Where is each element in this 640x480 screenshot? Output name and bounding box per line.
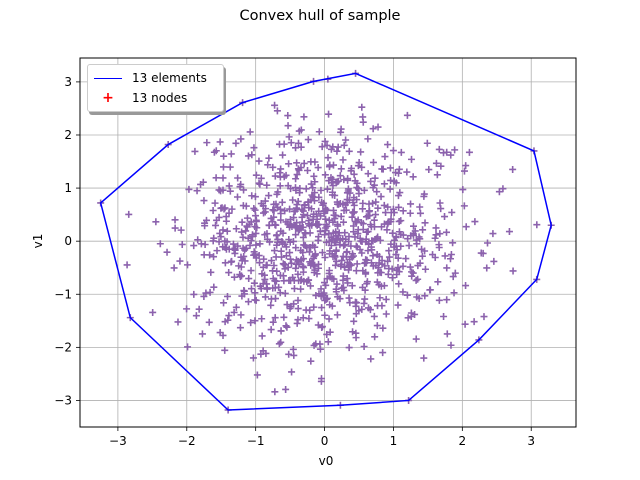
y-tick-label: −1 — [54, 287, 72, 301]
x-tick-label: −1 — [247, 434, 265, 448]
legend-item-elements: 13 elements — [88, 69, 207, 87]
x-tick-label: 2 — [459, 434, 467, 448]
x-tick-label: 1 — [390, 434, 398, 448]
sample-points — [97, 69, 555, 414]
y-tick-label: −3 — [54, 393, 72, 407]
legend-item-nodes: + 13 nodes — [88, 89, 187, 107]
legend: 13 elements + 13 nodes — [87, 64, 224, 112]
x-tick-label: 0 — [321, 434, 329, 448]
axis-ticks: −3 −2 −1 0 1 2 3 −3 −2 −1 0 1 2 3 — [54, 75, 535, 448]
hull-polygon — [99, 72, 552, 411]
legend-label: 13 nodes — [132, 91, 188, 105]
y-tick-label: 0 — [64, 234, 72, 248]
plus-marker-icon: + — [102, 90, 114, 106]
chart-title: Convex hull of sample — [239, 8, 401, 24]
x-tick-label: −2 — [178, 434, 196, 448]
legend-label: 13 elements — [132, 71, 207, 85]
line-swatch-icon — [94, 77, 122, 79]
y-axis-label: v1 — [31, 233, 45, 249]
convex-hull — [99, 72, 552, 411]
x-tick-label: 3 — [527, 434, 535, 448]
y-tick-label: 2 — [64, 128, 72, 142]
y-tick-label: 1 — [64, 181, 72, 195]
axes-frame — [79, 57, 577, 428]
x-tick-label: −3 — [109, 434, 127, 448]
x-axis-label: v0 — [318, 454, 334, 468]
y-tick-label: −2 — [54, 340, 72, 354]
y-tick-label: 3 — [64, 75, 72, 89]
